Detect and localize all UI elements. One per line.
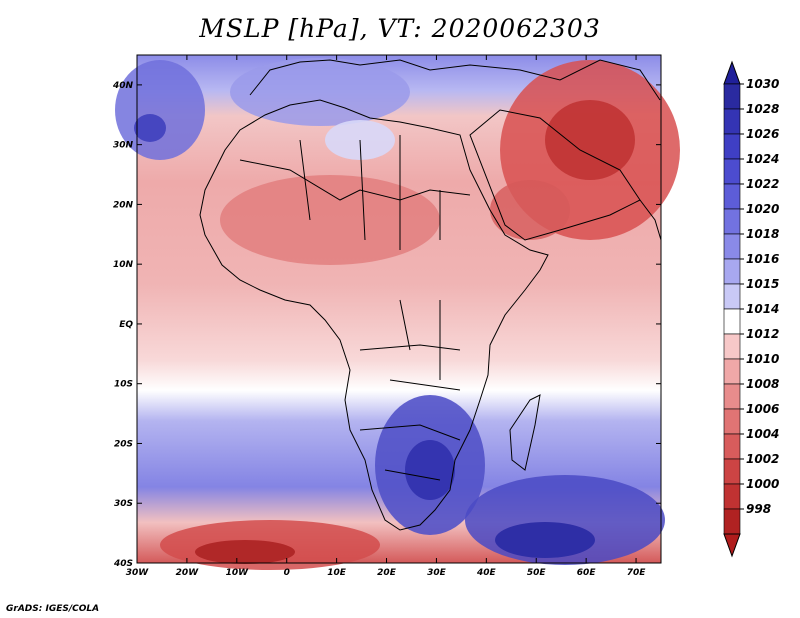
india-outline <box>639 199 662 241</box>
colorbar-label: 1030 <box>746 77 779 91</box>
colorbar-label: 1004 <box>746 427 779 441</box>
colorbar: 1030 1028 1026 1024 1022 1020 1018 1016 1015 1014… <box>723 60 779 558</box>
colorbar-swatch <box>723 133 741 160</box>
map-frame <box>136 54 662 564</box>
europe-outline <box>249 59 661 101</box>
colorbar-label: 1028 <box>746 102 779 116</box>
colorbar-swatch <box>723 308 741 335</box>
madagascar-outline <box>509 394 541 471</box>
colorbar-swatch <box>723 333 741 360</box>
sahara-low <box>220 175 440 265</box>
colorbar-top-arrow <box>723 60 741 85</box>
colorbar-swatch <box>723 383 741 410</box>
colorbar-swatch <box>723 358 741 385</box>
lon-label: 0 <box>284 568 290 578</box>
colorbar-swatch <box>723 208 741 235</box>
south-atlantic-low-core <box>195 540 295 564</box>
lat-label: 20S <box>114 439 133 449</box>
map-title: MSLP [hPa], VT: 2020062303 <box>199 14 601 43</box>
credit-text: GrADS: IGES/COLA <box>6 604 100 614</box>
colorbar-label: 998 <box>746 502 771 516</box>
colorbar-swatch <box>723 233 741 260</box>
colorbar-swatch <box>723 508 741 535</box>
lat-label: EQ <box>119 320 133 330</box>
south-africa-high-core <box>405 440 455 500</box>
lon-label: 30E <box>427 568 447 578</box>
arabian-low-core <box>545 100 635 180</box>
longitude-ticks: 30W 20W 10W 0 10E 20E 30E 40E 50E 60E 70E <box>126 55 646 578</box>
colorbar-label: 1015 <box>746 277 779 291</box>
pressure-field <box>115 55 680 570</box>
colorbar-swatch <box>723 408 741 435</box>
lat-label: 20N <box>113 200 134 210</box>
colorbar-swatch <box>723 283 741 310</box>
lon-label: 30W <box>126 568 150 578</box>
africa-outline <box>199 99 549 531</box>
latitude-ticks: 40N 30N 20N 10N EQ 10S 20S 30S 40S <box>112 81 661 569</box>
lon-label: 40E <box>476 568 497 578</box>
colorbar-label: 1012 <box>746 327 779 341</box>
lat-label: 30S <box>114 499 133 509</box>
colorbar-swatch <box>723 158 741 185</box>
colorbar-label: 1016 <box>746 252 779 266</box>
lon-label: 20W <box>176 568 200 578</box>
atlantic-high-core <box>134 114 166 142</box>
lat-label: 10N <box>113 260 134 270</box>
lat-label: 40S <box>113 559 133 569</box>
country-borders-south <box>359 299 461 481</box>
colorbar-swatch <box>723 83 741 110</box>
colorbar-label: 1002 <box>746 452 779 466</box>
colorbar-label: 1020 <box>746 202 779 216</box>
colorbar-label: 1018 <box>746 227 779 241</box>
colorbar-label: 1000 <box>746 477 779 491</box>
colorbar-label: 1014 <box>746 302 779 316</box>
lon-label: 10W <box>226 568 250 578</box>
colorbar-label: 1024 <box>746 152 779 166</box>
colorbar-label: 1010 <box>746 352 779 366</box>
mediterranean-high <box>230 58 410 126</box>
colorbar-swatch <box>723 458 741 485</box>
lon-label: 50E <box>527 568 547 578</box>
mascarene-high-core <box>495 522 595 558</box>
lon-label: 70E <box>627 568 647 578</box>
colorbar-label: 1022 <box>746 177 779 191</box>
colorbar-swatch <box>723 483 741 510</box>
colorbar-swatch <box>723 433 741 460</box>
colorbar-swatch <box>723 258 741 285</box>
colorbar-swatch <box>723 108 741 135</box>
colorbar-swatch <box>723 183 741 210</box>
lat-label: 40N <box>112 81 134 91</box>
coastlines <box>199 59 662 531</box>
colorbar-label: 1006 <box>746 402 779 416</box>
colorbar-label: 1026 <box>746 127 779 141</box>
lon-label: 20E <box>377 568 397 578</box>
country-borders-north <box>239 135 471 250</box>
lat-label: 10S <box>114 380 133 390</box>
lon-label: 10E <box>327 568 347 578</box>
lon-label: 60E <box>577 568 597 578</box>
colorbar-label: 1008 <box>746 377 779 391</box>
red-sea-low <box>490 180 570 240</box>
lat-label: 30N <box>113 141 134 151</box>
colorbar-bottom-arrow <box>723 533 741 558</box>
